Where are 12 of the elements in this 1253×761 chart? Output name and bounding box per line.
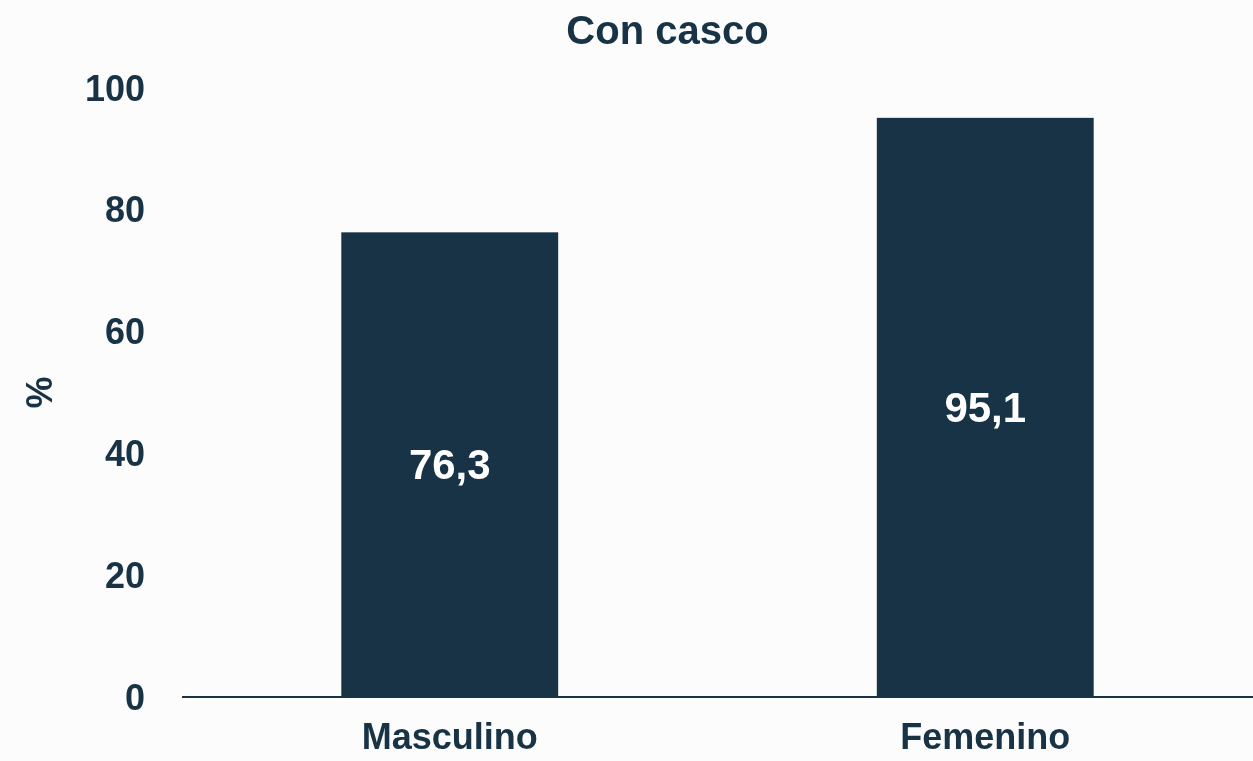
y-axis-title: % (19, 376, 60, 409)
y-tick-label: 100 (84, 67, 145, 109)
y-tick-label: 0 (124, 676, 145, 718)
y-tick-label: 40 (104, 432, 145, 474)
data-label: 76,3 (408, 441, 491, 489)
chart-title: Con casco (566, 8, 769, 52)
y-tick-label: 80 (104, 189, 145, 231)
data-label: 95,1 (944, 383, 1027, 431)
x-tick-label: Masculino (361, 716, 538, 757)
x-tick-label: Femenino (900, 716, 1071, 757)
y-tick-label: 60 (104, 311, 145, 353)
y-tick-label: 20 (104, 554, 145, 596)
